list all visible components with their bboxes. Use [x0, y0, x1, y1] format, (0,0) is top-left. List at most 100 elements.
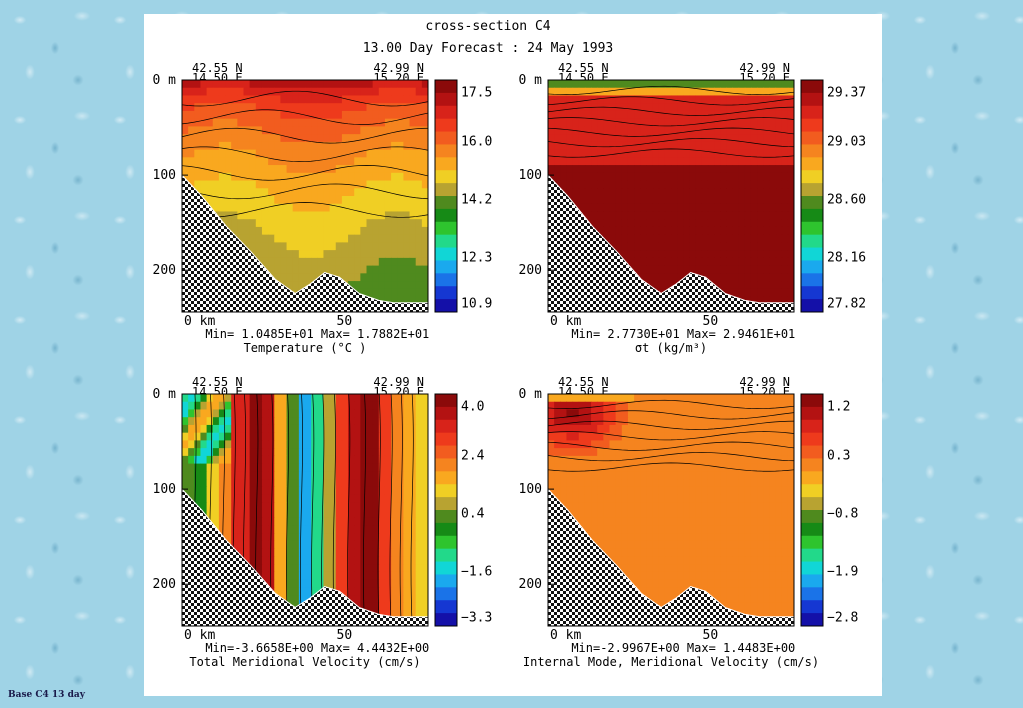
field-cell	[323, 95, 331, 104]
field-cell	[268, 440, 275, 449]
field-cell	[317, 579, 324, 588]
field-cell	[775, 149, 783, 158]
field-cell	[384, 556, 392, 565]
field-cell	[182, 479, 189, 488]
field-cell	[341, 540, 349, 550]
field-cell	[397, 281, 404, 290]
field-cell	[225, 188, 232, 197]
field-cell	[341, 126, 349, 135]
field-cell	[720, 502, 727, 511]
field-cell	[329, 409, 337, 418]
field-cell	[335, 157, 343, 166]
field-cell	[664, 103, 672, 112]
field-cell	[225, 180, 232, 189]
field-cell	[652, 471, 660, 480]
field-cell	[397, 126, 404, 135]
field-cell	[658, 540, 666, 550]
field-cell	[591, 479, 598, 488]
field-cell	[298, 95, 306, 104]
field-cell	[701, 409, 709, 418]
field-cell	[292, 432, 300, 441]
field-cell	[627, 502, 635, 511]
field-cell	[249, 157, 257, 166]
field-cell	[323, 401, 331, 410]
field-cell	[664, 455, 672, 465]
field-cell	[274, 80, 281, 89]
field-cell	[720, 424, 727, 434]
field-cell	[292, 196, 300, 205]
field-cell	[403, 455, 411, 465]
field-cell	[615, 394, 623, 403]
field-cell	[305, 257, 312, 267]
field-cell	[323, 118, 331, 127]
field-cell	[378, 203, 386, 212]
field-cell	[311, 265, 318, 274]
field-cell	[744, 87, 752, 96]
field-cell	[584, 424, 592, 434]
field-cell	[584, 126, 592, 135]
field-cell	[671, 196, 678, 205]
field-cell	[354, 242, 361, 251]
field-cell	[378, 602, 386, 612]
field-cell	[671, 203, 678, 212]
field-cell	[317, 533, 324, 542]
field-cell	[634, 141, 641, 151]
field-cell	[695, 540, 703, 550]
field-cell	[348, 219, 355, 228]
field-cell	[775, 219, 783, 228]
field-cell	[274, 149, 281, 158]
field-cell	[225, 172, 232, 182]
field-cell	[603, 165, 610, 174]
field-cell	[403, 95, 411, 104]
field-cell	[188, 110, 195, 120]
field-cell	[738, 288, 746, 298]
y-tick-label: 100	[519, 482, 542, 497]
field-cell	[689, 242, 697, 251]
field-cell	[732, 525, 740, 534]
field-cell	[280, 579, 288, 588]
field-cell	[726, 219, 733, 228]
field-cell	[787, 296, 795, 305]
field-cell	[206, 440, 214, 449]
field-cell	[397, 448, 404, 457]
field-cell	[726, 157, 733, 166]
field-cell	[341, 95, 349, 104]
field-cell	[298, 525, 306, 534]
field-cell	[548, 126, 555, 135]
field-cell	[621, 533, 629, 542]
field-cell	[744, 157, 752, 166]
field-cell	[311, 502, 318, 511]
field-cell	[738, 525, 746, 534]
field-cell	[787, 250, 795, 259]
field-cell	[391, 548, 398, 557]
field-cell	[218, 424, 226, 434]
field-cell	[744, 95, 752, 104]
field-cell	[415, 548, 423, 557]
field-cell	[317, 211, 324, 220]
field-cell	[627, 118, 635, 127]
field-cell	[627, 517, 635, 526]
field-cell	[652, 226, 660, 236]
field-cell	[286, 80, 294, 89]
field-cell	[391, 273, 398, 282]
field-cell	[720, 517, 727, 526]
field-cell	[775, 502, 783, 511]
field-cell	[243, 486, 251, 496]
field-cell	[627, 234, 635, 243]
field-cell	[249, 548, 257, 557]
field-cell	[707, 556, 715, 565]
field-cell	[218, 211, 226, 220]
field-cell	[225, 502, 232, 511]
field-cell	[225, 219, 232, 228]
field-cell	[615, 234, 623, 243]
field-cell	[664, 595, 672, 604]
field-cell	[732, 602, 740, 612]
field-cell	[237, 203, 244, 212]
field-cell	[714, 196, 721, 205]
field-cell	[720, 417, 727, 426]
field-cell	[652, 110, 660, 120]
field-cell	[554, 110, 561, 120]
field-cell	[627, 211, 635, 220]
field-cell	[292, 226, 300, 236]
field-cell	[335, 95, 343, 104]
